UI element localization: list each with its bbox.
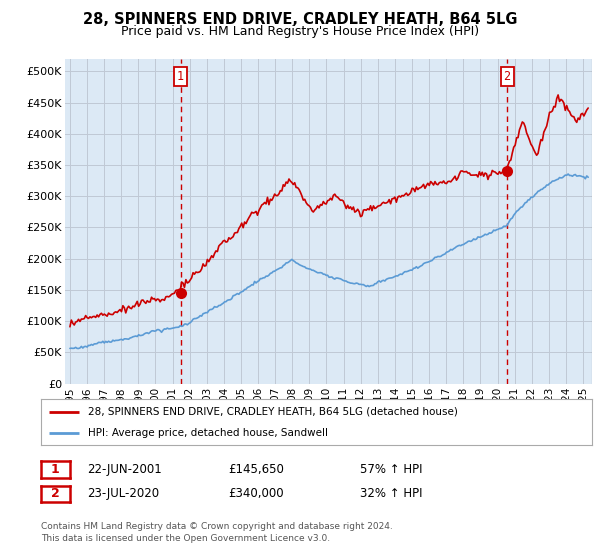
Text: 57% ↑ HPI: 57% ↑ HPI: [360, 463, 422, 476]
Text: Contains HM Land Registry data © Crown copyright and database right 2024.
This d: Contains HM Land Registry data © Crown c…: [41, 522, 392, 543]
Text: 22-JUN-2001: 22-JUN-2001: [87, 463, 162, 476]
Text: HPI: Average price, detached house, Sandwell: HPI: Average price, detached house, Sand…: [88, 428, 328, 438]
Text: 28, SPINNERS END DRIVE, CRADLEY HEATH, B64 5LG (detached house): 28, SPINNERS END DRIVE, CRADLEY HEATH, B…: [88, 407, 457, 417]
Text: 1: 1: [51, 463, 59, 476]
Text: 28, SPINNERS END DRIVE, CRADLEY HEATH, B64 5LG: 28, SPINNERS END DRIVE, CRADLEY HEATH, B…: [83, 12, 517, 27]
Text: 2: 2: [51, 487, 59, 501]
Text: £340,000: £340,000: [228, 487, 284, 501]
Text: Price paid vs. HM Land Registry's House Price Index (HPI): Price paid vs. HM Land Registry's House …: [121, 25, 479, 38]
Text: £145,650: £145,650: [228, 463, 284, 476]
Text: 1: 1: [177, 70, 184, 83]
Text: 23-JUL-2020: 23-JUL-2020: [87, 487, 159, 501]
Text: 2: 2: [503, 70, 511, 83]
Text: 32% ↑ HPI: 32% ↑ HPI: [360, 487, 422, 501]
